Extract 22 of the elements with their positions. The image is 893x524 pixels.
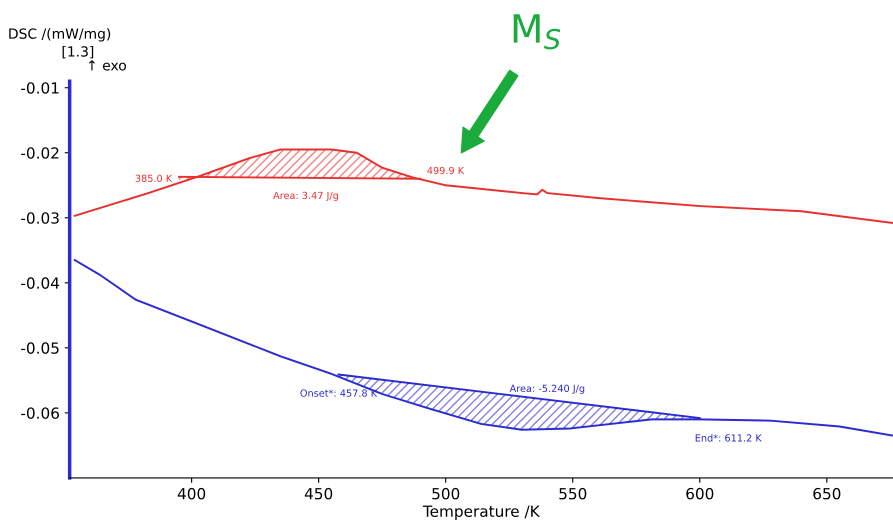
y-tick-label: -0.01 bbox=[21, 82, 59, 94]
annotation: 499.9 K bbox=[427, 166, 464, 174]
y-tick-label: -0.06 bbox=[21, 407, 59, 419]
x-tick-label: 550 bbox=[559, 488, 586, 500]
text: ↑ exo bbox=[88, 60, 126, 71]
text: [1.3] bbox=[62, 46, 94, 58]
text: M$_{S}$ bbox=[514, 14, 560, 50]
x-tick-label: 500 bbox=[432, 488, 460, 500]
y-tick-label: -0.05 bbox=[21, 342, 59, 354]
y-tick-label: -0.03 bbox=[21, 212, 59, 224]
x-tick-label: 600 bbox=[686, 488, 714, 500]
annotation: 385.0 K bbox=[136, 174, 172, 182]
y-tick-label: -0.02 bbox=[21, 147, 58, 159]
annotation: End*: 611.2 K bbox=[696, 434, 762, 442]
x-axis-title: Temperature /K bbox=[422, 506, 540, 520]
annotation: Area: -5.240 J/g bbox=[510, 384, 584, 394]
x-tick-label: 450 bbox=[304, 488, 332, 500]
x-tick-label: 400 bbox=[178, 488, 206, 500]
x-tick-label: 650 bbox=[813, 488, 840, 500]
y-tick-label: -0.04 bbox=[21, 277, 60, 289]
annotation: Area: 3.47 J/g bbox=[273, 192, 338, 201]
y-axis-title: DSC /(mW/mg) bbox=[9, 28, 110, 42]
